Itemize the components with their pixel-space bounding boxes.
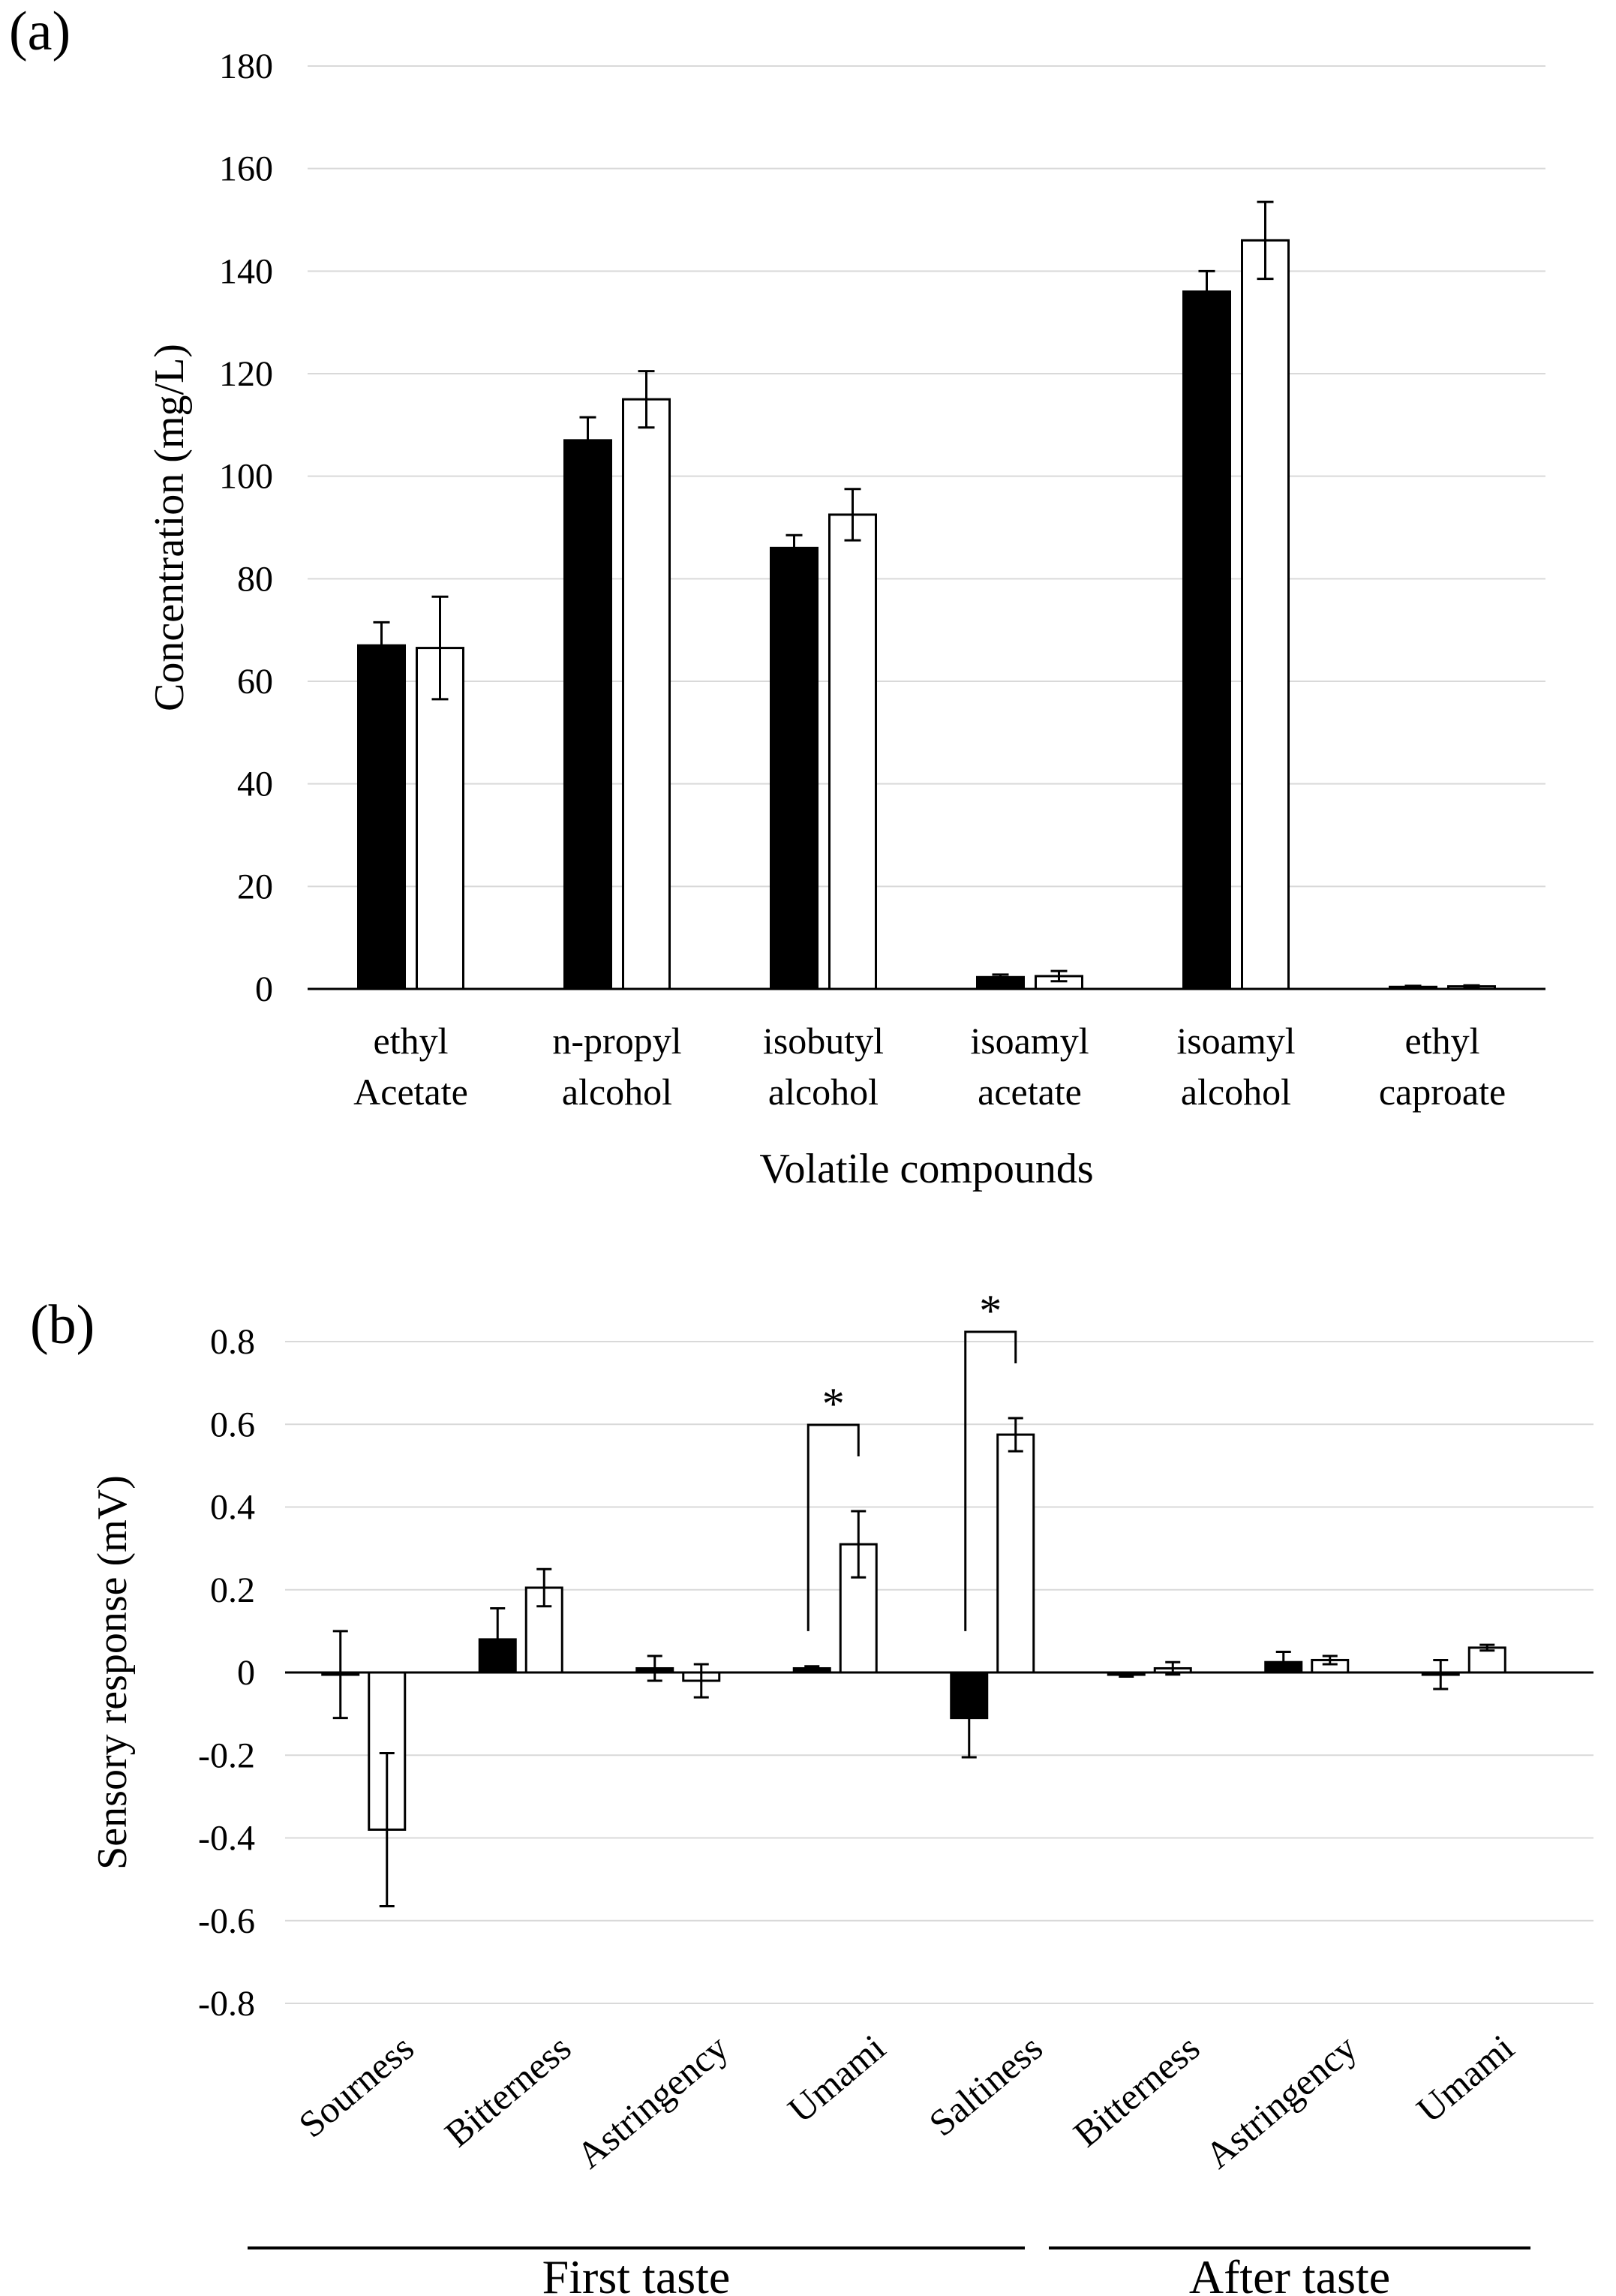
y-tick-label: 160 <box>219 149 273 189</box>
y-tick-label: 0.4 <box>210 1488 255 1528</box>
bar <box>563 439 612 990</box>
bar <box>416 647 464 990</box>
x-axis-title: Volatile compounds <box>759 1146 1093 1192</box>
y-tick-label: 0.8 <box>210 1322 255 1362</box>
y-tick-label: -0.8 <box>198 1984 255 2024</box>
x-tick-label: Saltiness <box>921 2027 1050 2144</box>
x-tick-label: isobutyl <box>763 1020 884 1062</box>
y-tick-label: -0.6 <box>198 1901 255 1941</box>
y-tick-label: 100 <box>219 457 273 497</box>
y-tick-label: 40 <box>237 765 273 804</box>
y-tick-label: -0.2 <box>198 1736 255 1775</box>
group-label: After taste <box>1189 2250 1390 2296</box>
y-tick-label: 80 <box>237 559 273 599</box>
significance-star: * <box>822 1379 845 1429</box>
y-axis-title: Sensory response (mV) <box>89 1475 136 1870</box>
y-tick-label: -0.4 <box>198 1819 255 1859</box>
x-tick-label: caproate <box>1379 1071 1506 1113</box>
bar <box>622 398 671 990</box>
x-tick-label: alcohol <box>1181 1071 1291 1113</box>
x-tick-label: alcohol <box>562 1071 672 1113</box>
x-tick-label: Sourness <box>290 2027 421 2146</box>
y-axis-title: Concentration (mg/L) <box>146 344 193 711</box>
x-tick-label: isoamyl <box>970 1020 1089 1062</box>
significance-star: * <box>979 1286 1002 1336</box>
y-tick-label: 120 <box>219 354 273 394</box>
x-tick-label: Acetate <box>353 1071 468 1113</box>
y-tick-label: 0 <box>255 969 273 1009</box>
x-tick-label: Astringency <box>1197 2027 1365 2177</box>
bar <box>996 1433 1035 1674</box>
bar <box>1241 239 1290 990</box>
x-tick-label: Bitterness <box>437 2027 578 2155</box>
bar <box>770 546 819 990</box>
x-tick-label: n-propyl <box>552 1020 681 1062</box>
group-label: First taste <box>542 2250 731 2296</box>
y-tick-label: 0.6 <box>210 1405 255 1444</box>
panel-b: (b) -0.8 -0.6 -0.4 -0.2 0 0.2 0.4 0.6 0.8 Sourness… <box>30 1286 1593 2296</box>
significance-bracket <box>806 1423 860 1631</box>
panel-label-b: (b) <box>30 1294 95 1356</box>
panel-label-a: (a) <box>9 1 71 62</box>
x-tick-label: isoamyl <box>1176 1020 1295 1062</box>
y-tick-label: 60 <box>237 662 273 702</box>
bar <box>357 644 406 990</box>
x-tick-label: Bitterness <box>1065 2027 1207 2155</box>
x-tick-label: alcohol <box>768 1071 879 1113</box>
panel-a: (a) 0 20 40 60 80 100 120 140 160 180 ethyl Acetate n… <box>9 1 1545 1192</box>
y-tick-label: 20 <box>237 867 273 906</box>
x-tick-label: acetate <box>978 1071 1082 1113</box>
y-tick-label: 0.2 <box>210 1570 255 1610</box>
y-tick-label: 0 <box>237 1653 255 1693</box>
x-tick-label: Astringency <box>569 2027 736 2177</box>
bar <box>1182 290 1231 990</box>
x-tick-label: Umami <box>1408 2027 1521 2131</box>
x-tick-label: ethyl <box>374 1020 449 1062</box>
y-tick-label: 140 <box>219 251 273 291</box>
y-tick-label: 180 <box>219 47 273 86</box>
bar <box>828 513 877 990</box>
x-tick-label: Umami <box>779 2027 893 2131</box>
x-tick-label: ethyl <box>1405 1020 1480 1062</box>
significance-bracket <box>964 1330 1017 1631</box>
